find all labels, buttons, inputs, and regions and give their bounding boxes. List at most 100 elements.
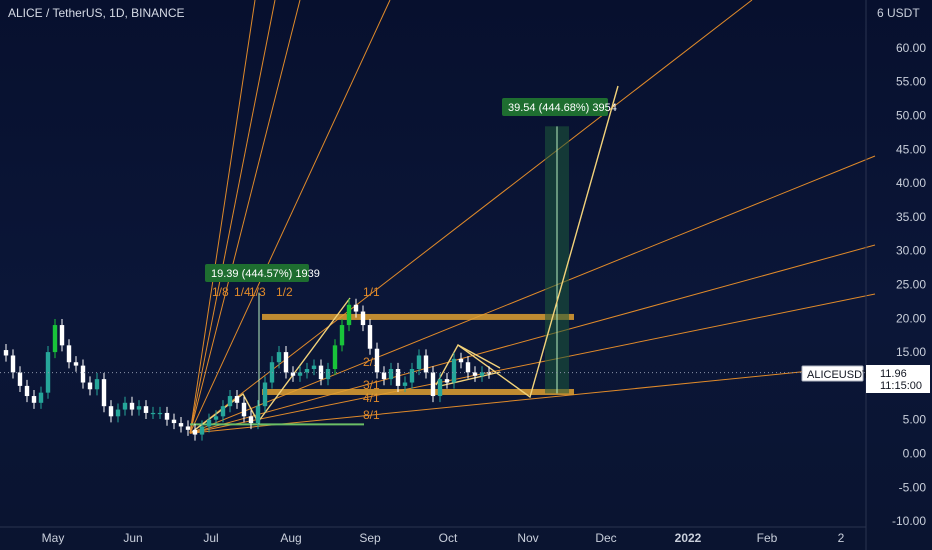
x-tick-label: 2 [838, 531, 845, 545]
axis-unit-label: 6 USDT [877, 6, 920, 20]
fan-line [189, 0, 753, 434]
y-tick-label: -5.00 [899, 480, 927, 494]
candle-body [290, 372, 296, 376]
fan-label: 1/1 [363, 285, 380, 299]
candle-body [129, 402, 135, 410]
candle-body [395, 369, 401, 386]
candle-body [80, 365, 86, 383]
candle-body [31, 396, 37, 403]
candle-body [185, 426, 191, 430]
y-tick-label: 50.00 [896, 109, 926, 123]
x-axis[interactable]: May Jun Jul Aug Sep Oct Nov Dec 2022 Feb 2 [0, 526, 866, 545]
fan-label: 8/1 [363, 408, 380, 422]
x-tick-label: Aug [280, 531, 301, 545]
candle-body [178, 423, 184, 427]
y-tick-label: 0.00 [903, 447, 927, 461]
measure-label: 19.39 (444.57%) 1939 [211, 268, 320, 280]
candle-body [227, 396, 233, 407]
candle-body [437, 379, 443, 397]
x-tick-label: 2022 [675, 531, 702, 545]
x-tick-label: Dec [595, 531, 616, 545]
x-tick-label: Oct [439, 531, 458, 545]
pattern-lines [191, 85, 619, 433]
y-tick-label: 40.00 [896, 176, 926, 190]
candlesticks [3, 298, 492, 441]
candle-body [255, 406, 261, 424]
candle-body [164, 412, 170, 420]
candle-body [66, 345, 72, 363]
candle-body [38, 392, 44, 403]
candle-body [10, 355, 16, 373]
y-tick-label: 30.00 [896, 244, 926, 258]
channel-level [262, 313, 574, 320]
y-tick-label: 15.00 [896, 345, 926, 359]
x-tick-label: Feb [757, 531, 778, 545]
candle-body [423, 355, 429, 373]
candle-body [346, 304, 352, 326]
fan-label: 3/1 [363, 378, 380, 392]
candle-body [171, 419, 177, 424]
breakout-line [257, 297, 351, 423]
fan-line [189, 244, 876, 434]
y-tick-label: -10.00 [892, 514, 926, 528]
fan-label: 1/4 [234, 285, 251, 299]
y-tick-label: 60.00 [896, 41, 926, 55]
fan-line [189, 293, 876, 434]
y-tick-label: 5.00 [903, 413, 927, 427]
candle-body [262, 382, 268, 407]
candle-body [52, 325, 58, 353]
candle-body [3, 350, 9, 356]
y-axis[interactable]: 60.00 55.00 50.00 45.00 40.00 35.00 30.00 25.00… [865, 0, 927, 550]
candle-body [241, 402, 247, 417]
candle-body [234, 396, 240, 403]
candle-body [143, 406, 149, 413]
candle-body [360, 311, 366, 326]
candle-body [374, 348, 380, 373]
fan-label: 1/8 [212, 285, 229, 299]
y-tick-label: 35.00 [896, 210, 926, 224]
measure-label: 39.54 (444.68%) 3954 [508, 102, 617, 114]
candle-body [381, 372, 387, 380]
candle-body [416, 355, 422, 369]
measure-badge [502, 98, 608, 116]
x-tick-label: Jul [203, 531, 218, 545]
candle-body [304, 369, 310, 373]
candle-body [220, 406, 226, 417]
x-tick-label: Nov [517, 531, 538, 545]
candle-body [206, 419, 212, 427]
fan-line [189, 0, 256, 434]
candle-body [444, 379, 450, 383]
candle-body [388, 369, 394, 380]
candle-body [101, 379, 107, 407]
fan-label: 1/3 [249, 285, 266, 299]
candle-body [409, 369, 415, 383]
triangle-upper [457, 344, 501, 369]
candle-body [192, 429, 198, 435]
price-badge[interactable]: 11.96 11:15:00 [866, 365, 930, 393]
candle-body [24, 385, 30, 397]
fan-label: 1/2 [276, 285, 293, 299]
candle-body [451, 358, 457, 383]
candle-body [311, 365, 317, 369]
candle-body [276, 352, 282, 363]
triangle-lower [439, 371, 501, 387]
candle-body [115, 409, 121, 417]
candle-body [472, 372, 478, 376]
y-tick-label: 45.00 [896, 142, 926, 156]
candle-body [332, 345, 338, 369]
candle-body [402, 382, 408, 386]
projection-path [435, 85, 619, 399]
chart-title: ALICE / TetherUS, 1D, BINANCE [8, 6, 185, 20]
y-tick-label: 20.00 [896, 311, 926, 325]
fan-line [189, 155, 876, 434]
candle-body [458, 358, 464, 363]
gann-fan: 1/8 1/41/3 1/2 1/12/13/14/18/1 [189, 0, 876, 434]
candle-body [353, 304, 359, 312]
fan-line [189, 369, 821, 434]
candle-body [367, 325, 373, 349]
symbol-tag[interactable]: ALICEUSDT [801, 365, 869, 382]
candle-body [297, 372, 303, 376]
candle-body [339, 325, 345, 346]
